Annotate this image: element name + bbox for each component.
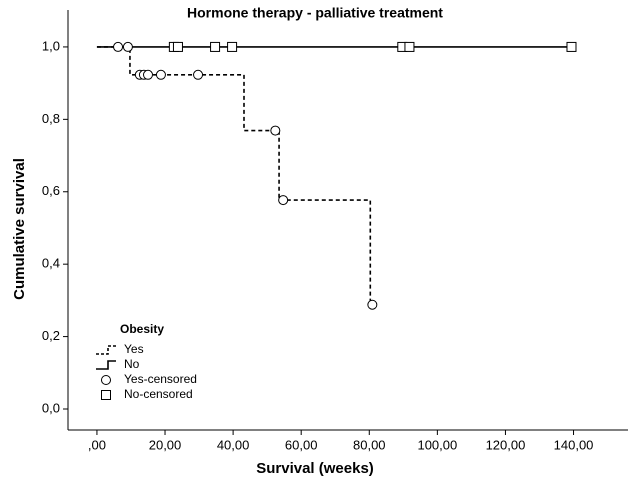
x-tick-label: 100,00 bbox=[417, 437, 457, 452]
x-tick-label: ,00 bbox=[88, 437, 106, 452]
x-tick-label: 80,00 bbox=[353, 437, 386, 452]
censor-mark bbox=[155, 69, 166, 80]
x-tick-label: 40,00 bbox=[217, 437, 250, 452]
y-tick-label: 0,6 bbox=[42, 183, 60, 198]
censor-mark bbox=[270, 125, 281, 136]
censor-mark bbox=[210, 41, 221, 52]
chart-title: Hormone therapy - palliative treatment bbox=[187, 5, 443, 21]
x-tick-label: 20,00 bbox=[149, 437, 182, 452]
censor-mark bbox=[143, 69, 153, 80]
legend-label: No-censored bbox=[124, 387, 193, 401]
legend-label: No bbox=[124, 357, 140, 371]
y-tick-label: 0,4 bbox=[42, 256, 60, 271]
censor-mark bbox=[566, 41, 577, 52]
survival-line bbox=[96, 46, 373, 306]
censor-mark bbox=[278, 195, 289, 206]
censor-mark bbox=[193, 69, 204, 80]
censor-mark bbox=[172, 41, 183, 52]
censor-mark bbox=[227, 41, 238, 52]
legend-line bbox=[96, 345, 116, 355]
censor-mark bbox=[404, 41, 415, 52]
legend-marker bbox=[101, 375, 111, 385]
legend-label: Yes bbox=[124, 342, 144, 356]
x-axis-label: Survival (weeks) bbox=[256, 460, 374, 477]
censor-mark bbox=[367, 299, 378, 310]
censor-mark bbox=[122, 41, 133, 52]
y-tick-label: 0,0 bbox=[42, 400, 60, 415]
legend-title: Obesity bbox=[120, 322, 164, 336]
x-tick-label: 120,00 bbox=[486, 437, 526, 452]
legend-line bbox=[96, 360, 116, 370]
censor-mark bbox=[113, 41, 124, 52]
legend-marker bbox=[101, 390, 111, 400]
y-axis-label: Cumulative survival bbox=[11, 158, 28, 300]
y-tick-label: 0,2 bbox=[42, 328, 60, 343]
x-tick-label: 60,00 bbox=[285, 437, 318, 452]
legend-label: Yes-censored bbox=[124, 372, 197, 386]
x-tick-label: 140,00 bbox=[554, 437, 594, 452]
y-tick-label: 1,0 bbox=[42, 38, 60, 53]
y-tick-label: 0,8 bbox=[42, 111, 60, 126]
